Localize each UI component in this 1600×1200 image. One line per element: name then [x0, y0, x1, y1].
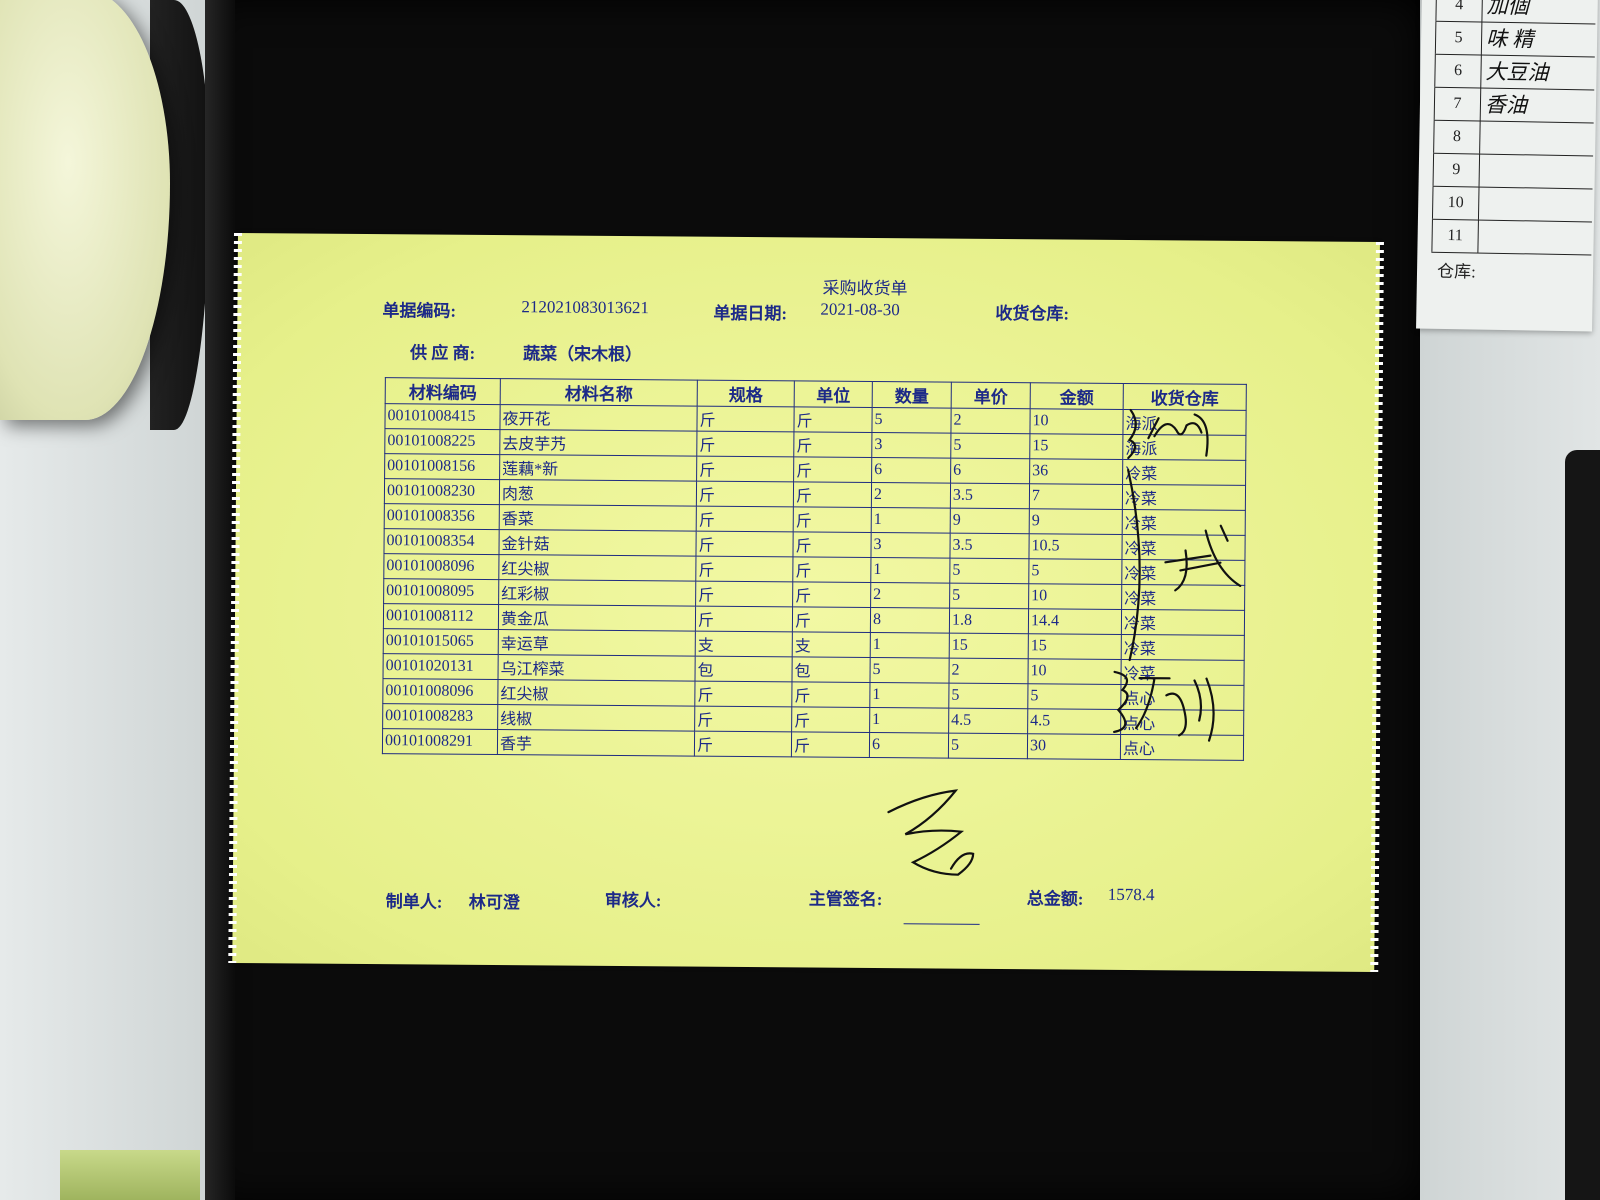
side-sheet-row: 9: [1432, 153, 1594, 190]
side-sheet-row: 6 大豆油: [1434, 54, 1595, 91]
side-sheet-handwriting: 大豆油: [1485, 59, 1549, 85]
side-sheet-warehouse-label: 仓库:: [1436, 261, 1476, 282]
side-sheet-row-number: 11: [1431, 219, 1479, 253]
side-sheet-handwriting: 加個: [1486, 0, 1529, 19]
side-sheet-row: 11: [1431, 219, 1592, 256]
signature-supervisor: [887, 789, 975, 876]
side-sheet-row: 10: [1431, 186, 1593, 223]
side-sheet-row-number: 5: [1434, 21, 1483, 55]
handwritten-annotations: [887, 408, 1242, 876]
side-sheet-handwriting: [1478, 221, 1592, 255]
bracket-haipai: [1127, 408, 1137, 460]
side-sheet: 4 加個 5 味 精 6 大豆油 7 香油 8 9 10 11 仓库:: [1416, 0, 1598, 332]
purchase-receipt: 采购收货单 单据编码: 212021083013621 单据日期: 2021-0…: [232, 233, 1380, 972]
side-sheet-handwriting: [1480, 155, 1594, 189]
desk-lamp: [0, 0, 170, 420]
side-sheet-row-number: 7: [1433, 87, 1482, 121]
note-stack: [60, 1150, 200, 1200]
side-sheet-row: 4 加個: [1435, 0, 1596, 25]
side-sheet-row-number: 4: [1435, 0, 1483, 22]
side-sheet-handwriting: 香油: [1484, 92, 1528, 118]
tray-edge: [205, 0, 235, 1200]
side-sheet-table: 4 加個 5 味 精 6 大豆油 7 香油 8 9 10 11: [1431, 0, 1596, 256]
side-sheet-handwriting: [1480, 122, 1594, 156]
handwriting-dianxin: [1135, 676, 1215, 742]
side-sheet-row-number: 9: [1432, 153, 1481, 187]
handwriting-haipai: [1147, 413, 1209, 457]
side-sheet-handwriting: [1479, 188, 1593, 222]
bracket-dianxin: [1113, 670, 1129, 733]
side-sheet-handwriting: 味 精: [1485, 26, 1534, 52]
handwriting-lengcai: [1164, 524, 1242, 592]
side-sheet-row-number: 6: [1434, 54, 1482, 88]
dark-object: [1565, 450, 1600, 1200]
side-sheet-row-number: 8: [1433, 120, 1481, 154]
side-sheet-row: 7 香油: [1433, 87, 1595, 124]
bracket-lengcai: [1127, 468, 1141, 662]
side-sheet-row-number: 10: [1431, 186, 1480, 220]
side-sheet-row: 8: [1433, 120, 1594, 157]
